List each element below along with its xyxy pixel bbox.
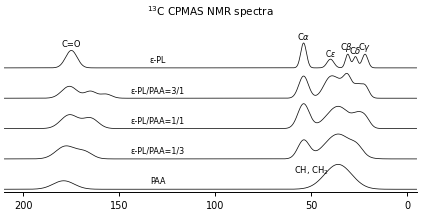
- Text: PAA: PAA: [150, 177, 165, 186]
- Text: ε-PL: ε-PL: [149, 56, 166, 65]
- Text: ε-PL/PAA=1/3: ε-PL/PAA=1/3: [131, 147, 185, 156]
- Text: C$\beta$: C$\beta$: [340, 40, 353, 54]
- Text: ε-PL/PAA=3/1: ε-PL/PAA=3/1: [131, 86, 185, 95]
- Text: C$\gamma$: C$\gamma$: [358, 41, 372, 54]
- Text: C$\varepsilon$: C$\varepsilon$: [325, 48, 336, 58]
- Text: C$\alpha$: C$\alpha$: [297, 31, 310, 42]
- Title: $^{13}$C CPMAS NMR spectra: $^{13}$C CPMAS NMR spectra: [147, 4, 274, 20]
- Text: C=O: C=O: [61, 40, 81, 49]
- Text: C$\delta$: C$\delta$: [349, 45, 362, 56]
- Text: CH, CH$_2$: CH, CH$_2$: [294, 165, 329, 177]
- Text: ε-PL/PAA=1/1: ε-PL/PAA=1/1: [131, 116, 185, 125]
